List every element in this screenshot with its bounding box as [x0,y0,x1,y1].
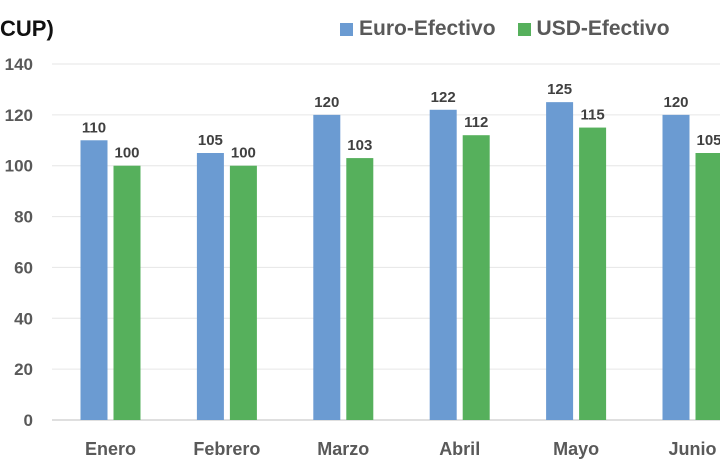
data-label: 105 [696,132,720,149]
data-label: 103 [347,137,372,154]
chart-title: CUP) [0,16,54,41]
bars [80,102,720,421]
x-tick-label: Mayo [553,439,599,459]
y-tick-label: 120 [5,106,33,125]
legend-swatch-usd [517,22,531,36]
y-tick-label: 0 [24,411,33,430]
y-tick-label: 80 [14,208,33,227]
legend-label-euro: Euro-Efectivo [359,17,496,40]
bar-euro-marzo [313,114,341,420]
data-label: 125 [547,81,572,98]
x-tick-label: Abril [439,439,480,459]
gridlines [52,63,720,421]
x-tick-label: Febrero [193,439,260,459]
bar-euro-enero [80,140,108,421]
bar-euro-abril [429,109,457,421]
data-label: 122 [431,89,456,106]
legend-label-usd: USD-Efectivo [536,17,670,40]
legend: Euro-Efectivo USD-Efectivo [340,17,692,41]
data-label: 105 [198,132,223,149]
bar-usd-mayo [579,127,607,421]
bar-usd-marzo [346,158,374,421]
y-tick-label: 40 [14,309,33,328]
bar-usd-abril [462,135,490,420]
y-axis: 0 20 40 60 80 100 120 140 [5,55,33,430]
data-label: 120 [314,94,339,111]
y-tick-label: 20 [14,360,33,379]
bar-euro-mayo [546,102,574,421]
bar-usd-junio [695,153,720,420]
x-axis: Enero Febrero Marzo Abril Mayo Junio [85,439,717,459]
legend-item-usd: USD-Efectivo [517,17,670,41]
y-tick-label: 60 [14,258,33,277]
legend-item-euro: Euro-Efectivo [340,17,496,41]
y-tick-label: 140 [5,55,33,74]
data-label: 110 [82,119,106,136]
bar-usd-febrero [229,165,257,420]
x-tick-label: Enero [85,439,136,459]
data-label: 100 [114,145,139,162]
data-label: 112 [464,114,488,131]
data-label: 115 [580,107,604,124]
bar-euro-junio [662,114,690,420]
legend-swatch-euro [340,22,353,36]
bar-euro-febrero [196,153,224,420]
y-tick-label: 100 [5,157,33,176]
x-tick-label: Marzo [317,439,369,459]
data-label: 120 [663,94,688,111]
data-label: 100 [231,145,256,162]
bar-usd-enero [113,165,141,420]
x-tick-label: Junio [669,439,717,459]
data-labels: 110 100 105 100 120 103 122 112 125 115 120 105 [82,81,720,162]
